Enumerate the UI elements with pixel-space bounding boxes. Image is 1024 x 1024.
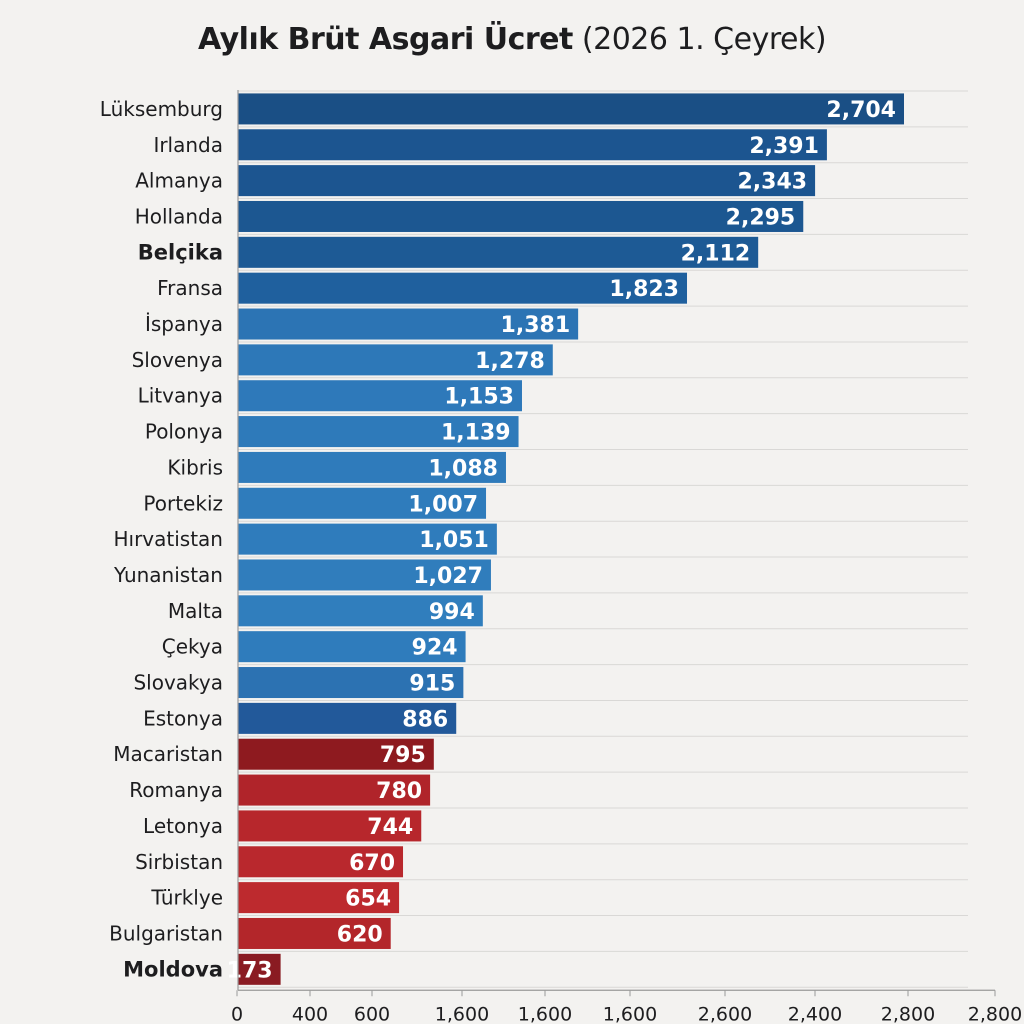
bar bbox=[238, 487, 487, 519]
bar bbox=[238, 380, 522, 412]
value-label: 1,139 bbox=[441, 421, 511, 446]
bar bbox=[238, 200, 804, 232]
bar bbox=[238, 953, 281, 985]
category-label: Türklye bbox=[150, 886, 223, 910]
bar bbox=[238, 595, 483, 627]
category-label: Belçika bbox=[138, 240, 223, 264]
value-label: 780 bbox=[376, 779, 422, 804]
value-label: 994 bbox=[429, 600, 475, 625]
chart-title: Aylık Brüt Asgari Ücret (2026 1. Çeyrek) bbox=[0, 22, 1024, 57]
category-label: Kibris bbox=[167, 455, 223, 479]
x-tick-label: 2,400 bbox=[788, 1003, 842, 1024]
category-label: Letonya bbox=[143, 814, 223, 838]
category-label: Lüksemburg bbox=[100, 97, 223, 121]
value-label: 795 bbox=[380, 743, 426, 768]
bars: Lüksemburg 2,704 Irlanda 2,391 Almanya 2,343 H… bbox=[100, 93, 904, 985]
bar bbox=[238, 631, 466, 663]
bar bbox=[238, 344, 553, 376]
bar bbox=[238, 738, 434, 770]
value-label: 1,153 bbox=[444, 385, 514, 410]
bar bbox=[238, 523, 497, 555]
value-label: 173 bbox=[227, 958, 273, 983]
value-label: 1,278 bbox=[475, 349, 545, 374]
category-label: Irlanda bbox=[153, 133, 223, 157]
value-label: 915 bbox=[409, 672, 455, 697]
category-label: Slovakya bbox=[133, 671, 223, 695]
bar bbox=[238, 846, 404, 878]
bar bbox=[238, 917, 391, 949]
x-tick-label: 0 bbox=[231, 1003, 243, 1024]
value-label: 1,007 bbox=[408, 492, 478, 517]
value-label: 654 bbox=[345, 887, 391, 912]
value-label: 1,027 bbox=[413, 564, 483, 589]
category-label: Slovenya bbox=[132, 348, 223, 372]
category-label: Bulgaristan bbox=[109, 921, 223, 945]
value-label: 2,295 bbox=[726, 205, 796, 230]
bar bbox=[238, 272, 688, 304]
category-label: Sirbistan bbox=[135, 850, 223, 874]
category-label: Polonya bbox=[145, 420, 223, 444]
value-label: 2,391 bbox=[749, 134, 819, 159]
category-label: Çekya bbox=[162, 635, 223, 659]
x-tick-label: 2,800 bbox=[881, 1003, 935, 1024]
bar bbox=[238, 308, 579, 340]
value-label: 2,704 bbox=[826, 98, 896, 123]
category-label: Malta bbox=[168, 599, 223, 623]
category-label: Estonya bbox=[143, 706, 223, 730]
category-label: Yunanistan bbox=[113, 563, 223, 587]
category-label: Hırvatistan bbox=[113, 527, 223, 551]
value-label: 1,088 bbox=[428, 456, 498, 481]
category-label: Portekiz bbox=[143, 491, 223, 515]
x-tick-label: 1,600 bbox=[518, 1003, 572, 1024]
value-label: 2,112 bbox=[681, 241, 751, 266]
category-label: Macaristan bbox=[113, 742, 223, 766]
chart-title-main: Aylık Brüt Asgari Ücret bbox=[197, 22, 573, 57]
value-label: 886 bbox=[402, 707, 448, 732]
category-label: Fransa bbox=[157, 276, 223, 300]
value-label: 924 bbox=[412, 636, 458, 661]
bar bbox=[238, 667, 464, 699]
bar bbox=[238, 165, 816, 197]
bar bbox=[238, 810, 422, 842]
value-label: 1,051 bbox=[419, 528, 489, 553]
category-label: Hollanda bbox=[135, 204, 223, 228]
value-label: 1,823 bbox=[609, 277, 679, 302]
bar bbox=[238, 702, 457, 734]
x-tick-label: 400 bbox=[292, 1003, 328, 1024]
category-label: Almanya bbox=[135, 169, 223, 193]
category-label: Litvanya bbox=[138, 384, 223, 408]
bar bbox=[238, 416, 519, 448]
bar bbox=[238, 882, 400, 914]
chart-subtitle: (2026 1. Çeyrek) bbox=[581, 22, 827, 57]
bar bbox=[238, 774, 431, 806]
category-label: Romanya bbox=[129, 778, 223, 802]
x-tick-label: 1,600 bbox=[603, 1003, 657, 1024]
x-tick-label: 600 bbox=[354, 1003, 390, 1024]
bar bbox=[238, 93, 904, 125]
x-axis: 0 400 600 1,600 1,600 1,600 2,600 2,400 2,800 2,8… bbox=[231, 90, 1022, 1024]
category-label: Moldova bbox=[123, 957, 223, 981]
bar bbox=[238, 129, 827, 161]
category-label: İspanya bbox=[145, 312, 223, 336]
value-label: 620 bbox=[337, 922, 383, 947]
value-label: 670 bbox=[349, 851, 395, 876]
value-label: 744 bbox=[367, 815, 413, 840]
x-tick-label: 1,600 bbox=[435, 1003, 489, 1024]
value-label: 1,381 bbox=[501, 313, 571, 338]
bar bbox=[238, 559, 491, 591]
bar bbox=[238, 451, 506, 483]
grid-lines bbox=[238, 90, 968, 988]
x-tick-label: 2,800 bbox=[968, 1003, 1022, 1024]
x-tick-label: 2,600 bbox=[698, 1003, 752, 1024]
bar bbox=[238, 236, 759, 268]
value-label: 2,343 bbox=[737, 170, 807, 195]
